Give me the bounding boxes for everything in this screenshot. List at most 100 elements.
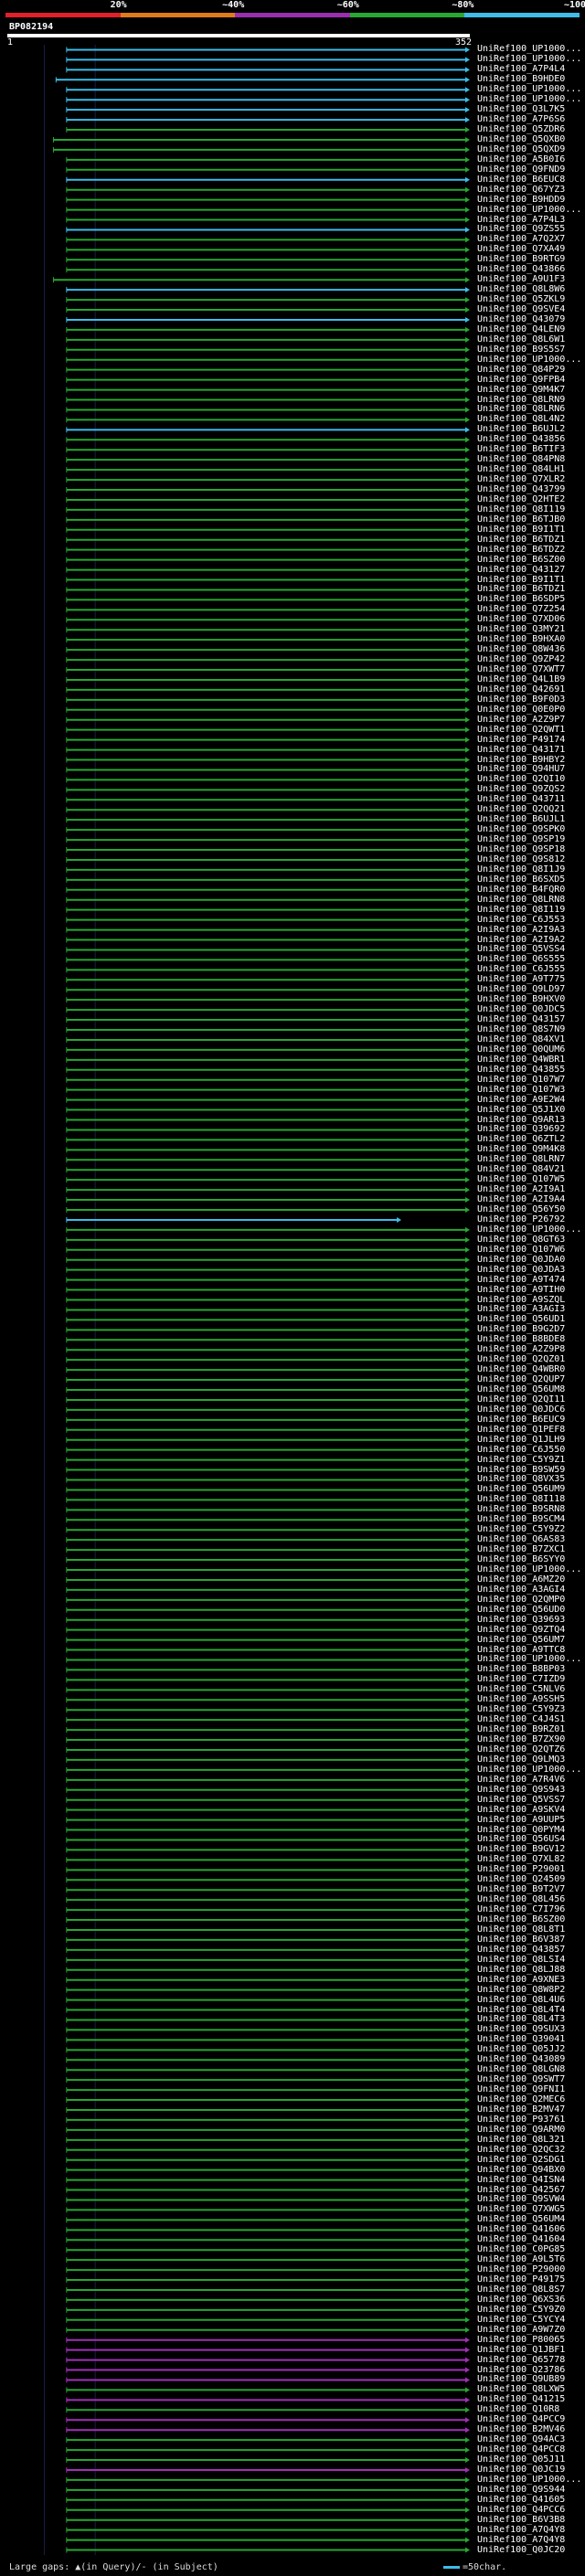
hit-label[interactable]: UniRef100_Q2QI10 bbox=[477, 774, 566, 785]
hit-label[interactable]: UniRef100_Q8I118 bbox=[477, 1494, 566, 1505]
hit-label[interactable]: UniRef100_Q5QXB0 bbox=[477, 133, 566, 144]
hit-label[interactable]: UniRef100_Q9M4K8 bbox=[477, 1144, 566, 1155]
hit-label[interactable]: UniRef100_Q7XD06 bbox=[477, 614, 566, 625]
hit-label[interactable]: UniRef100_Q8LSI4 bbox=[477, 1954, 566, 1965]
hit-label[interactable]: UniRef100_Q8LGN8 bbox=[477, 2064, 566, 2075]
hit-label[interactable]: UniRef100_C7I796 bbox=[477, 1904, 566, 1915]
hit-label[interactable]: UniRef100_Q0JC19 bbox=[477, 2464, 566, 2475]
hit-label[interactable]: UniRef100_Q0E0P0 bbox=[477, 704, 566, 715]
hit-label[interactable]: UniRef100_Q8L4U6 bbox=[477, 1994, 566, 2005]
hit-label[interactable]: UniRef100_Q94HU7 bbox=[477, 764, 566, 775]
hit-label[interactable]: UniRef100_A7Q4Y8 bbox=[477, 2524, 566, 2535]
hit-label[interactable]: UniRef100_Q0JDA3 bbox=[477, 1264, 566, 1275]
hit-label[interactable]: UniRef100_Q8LXW5 bbox=[477, 2384, 566, 2395]
hit-label[interactable]: UniRef100_Q4LEN9 bbox=[477, 323, 566, 334]
hit-label[interactable]: UniRef100_Q5ZKL9 bbox=[477, 294, 566, 305]
hit-label[interactable]: UniRef100_A3AGI4 bbox=[477, 1584, 566, 1595]
hit-label[interactable]: UniRef100_P49175 bbox=[477, 2274, 566, 2285]
hit-label[interactable]: UniRef100_B6TDZ1 bbox=[477, 534, 566, 545]
hit-label[interactable]: UniRef100_Q8I119 bbox=[477, 504, 566, 514]
hit-label[interactable]: UniRef100_B9HDE0 bbox=[477, 74, 566, 85]
hit-label[interactable]: UniRef100_Q5ZDR6 bbox=[477, 124, 566, 135]
hit-label[interactable]: UniRef100_Q43855 bbox=[477, 1064, 566, 1075]
hit-label[interactable]: UniRef100_A2I9A3 bbox=[477, 924, 566, 935]
hit-label[interactable]: UniRef100_C4J4S1 bbox=[477, 1714, 566, 1725]
hit-label[interactable]: UniRef100_B6V3B8 bbox=[477, 2514, 566, 2525]
hit-label[interactable]: UniRef100_Q84P29 bbox=[477, 364, 566, 375]
hit-label[interactable]: UniRef100_Q5J1X0 bbox=[477, 1104, 566, 1115]
hit-label[interactable]: UniRef100_B6UJL2 bbox=[477, 424, 566, 435]
hit-label[interactable]: UniRef100_B8BDE8 bbox=[477, 1334, 566, 1345]
hit-label[interactable]: UniRef100_B6SZ00 bbox=[477, 1914, 566, 1925]
hit-label[interactable]: UniRef100_B6V387 bbox=[477, 1934, 566, 1945]
hit-label[interactable]: UniRef100_Q9S812 bbox=[477, 853, 566, 864]
hit-label[interactable]: UniRef100_Q56US4 bbox=[477, 1834, 566, 1845]
hit-label[interactable]: UniRef100_Q8I119 bbox=[477, 904, 566, 915]
hit-label[interactable]: UniRef100_Q41606 bbox=[477, 2224, 566, 2235]
hit-label[interactable]: UniRef100_Q8L456 bbox=[477, 1894, 566, 1905]
hit-label[interactable]: UniRef100_A9W7Z0 bbox=[477, 2324, 566, 2335]
hit-label[interactable]: UniRef100_Q8W436 bbox=[477, 644, 566, 655]
hit-label[interactable]: UniRef100_Q1JLH9 bbox=[477, 1434, 566, 1445]
hit-label[interactable]: UniRef100_A9XNE3 bbox=[477, 1974, 566, 1985]
hit-label[interactable]: UniRef100_Q2HTE2 bbox=[477, 493, 566, 504]
hit-label[interactable]: UniRef100_B2MV46 bbox=[477, 2424, 566, 2435]
hit-label[interactable]: UniRef100_A6MZ20 bbox=[477, 1574, 566, 1585]
hit-label[interactable]: UniRef100_A9SZQL bbox=[477, 1294, 566, 1305]
hit-label[interactable]: UniRef100_Q8LRN8 bbox=[477, 894, 566, 905]
hit-label[interactable]: UniRef100_Q8L8W6 bbox=[477, 284, 566, 295]
hit-label[interactable]: UniRef100_B6TIF3 bbox=[477, 444, 566, 455]
hit-label[interactable]: UniRef100_Q9ZQS2 bbox=[477, 784, 566, 795]
hit-label[interactable]: UniRef100_UP1000... bbox=[477, 94, 582, 105]
hit-label[interactable]: UniRef100_Q8LRN7 bbox=[477, 1154, 566, 1165]
hit-label[interactable]: UniRef100_B9T2V7 bbox=[477, 1884, 566, 1895]
hit-label[interactable]: UniRef100_Q05J11 bbox=[477, 2454, 566, 2465]
hit-label[interactable]: UniRef100_Q3MY21 bbox=[477, 624, 566, 635]
hit-label[interactable]: UniRef100_B9I1T1 bbox=[477, 574, 566, 585]
hit-label[interactable]: UniRef100_Q4PCC8 bbox=[477, 2444, 566, 2455]
hit-label[interactable]: UniRef100_Q84V21 bbox=[477, 1164, 566, 1175]
hit-label[interactable]: UniRef100_Q42567 bbox=[477, 2184, 566, 2195]
hit-label[interactable]: UniRef100_Q9LMQ3 bbox=[477, 1754, 566, 1765]
hit-label[interactable]: UniRef100_A9SSH5 bbox=[477, 1694, 566, 1705]
hit-label[interactable]: UniRef100_B9RTG9 bbox=[477, 254, 566, 265]
hit-label[interactable]: UniRef100_Q10R8 bbox=[477, 2404, 560, 2415]
hit-label[interactable]: UniRef100_B7ZXC1 bbox=[477, 1544, 566, 1555]
hit-label[interactable]: UniRef100_Q9SP18 bbox=[477, 844, 566, 854]
hit-label[interactable]: UniRef100_Q7XLR2 bbox=[477, 474, 566, 485]
hit-label[interactable]: UniRef100_Q6S555 bbox=[477, 954, 566, 965]
hit-label[interactable]: UniRef100_A2I9A1 bbox=[477, 1184, 566, 1195]
hit-label[interactable]: UniRef100_A9TIH0 bbox=[477, 1284, 566, 1295]
hit-label[interactable]: UniRef100_C5Y9Z3 bbox=[477, 1704, 566, 1715]
hit-label[interactable]: UniRef100_Q8L8T1 bbox=[477, 1924, 566, 1935]
hit-label[interactable]: UniRef100_Q4L1B9 bbox=[477, 673, 566, 684]
hit-label[interactable]: UniRef100_Q5VSS7 bbox=[477, 1794, 566, 1805]
hit-label[interactable]: UniRef100_B9HXV0 bbox=[477, 994, 566, 1005]
hit-label[interactable]: UniRef100_A9SKV4 bbox=[477, 1804, 566, 1815]
hit-label[interactable]: UniRef100_Q43866 bbox=[477, 264, 566, 275]
hit-label[interactable]: UniRef100_B9HBY2 bbox=[477, 754, 566, 765]
hit-label[interactable]: UniRef100_Q43711 bbox=[477, 794, 566, 805]
hit-label[interactable]: UniRef100_UP1000... bbox=[477, 84, 582, 95]
hit-label[interactable]: UniRef100_Q7XL82 bbox=[477, 1854, 566, 1865]
hit-label[interactable]: UniRef100_C5NLV6 bbox=[477, 1684, 566, 1695]
hit-label[interactable]: UniRef100_A2Z9P7 bbox=[477, 714, 566, 725]
hit-label[interactable]: UniRef100_P49174 bbox=[477, 734, 566, 745]
hit-label[interactable]: UniRef100_Q4PCC6 bbox=[477, 2504, 566, 2515]
hit-label[interactable]: UniRef100_B6TJB0 bbox=[477, 514, 566, 525]
hit-label[interactable]: UniRef100_Q8L4T3 bbox=[477, 2014, 566, 2025]
hit-label[interactable]: UniRef100_P93761 bbox=[477, 2114, 566, 2125]
hit-label[interactable]: UniRef100_UP1000... bbox=[477, 54, 582, 65]
hit-label[interactable]: UniRef100_A9U1F3 bbox=[477, 274, 566, 285]
hit-label[interactable]: UniRef100_P29000 bbox=[477, 2264, 566, 2275]
hit-label[interactable]: UniRef100_Q39693 bbox=[477, 1614, 566, 1625]
hit-label[interactable]: UniRef100_Q107W6 bbox=[477, 1244, 566, 1255]
hit-label[interactable]: UniRef100_Q9SUX3 bbox=[477, 2024, 566, 2035]
hit-label[interactable]: UniRef100_A9UUP5 bbox=[477, 1814, 566, 1825]
hit-label[interactable]: UniRef100_C5Y9Z1 bbox=[477, 1454, 566, 1465]
hit-label[interactable]: UniRef100_Q0JDA0 bbox=[477, 1254, 566, 1265]
hit-label[interactable]: UniRef100_Q67YZ3 bbox=[477, 184, 566, 195]
hit-label[interactable]: UniRef100_Q9ARM0 bbox=[477, 2124, 566, 2135]
hit-label[interactable]: UniRef100_B6EUC9 bbox=[477, 1414, 566, 1425]
hit-label[interactable]: UniRef100_B4FQR0 bbox=[477, 884, 566, 895]
